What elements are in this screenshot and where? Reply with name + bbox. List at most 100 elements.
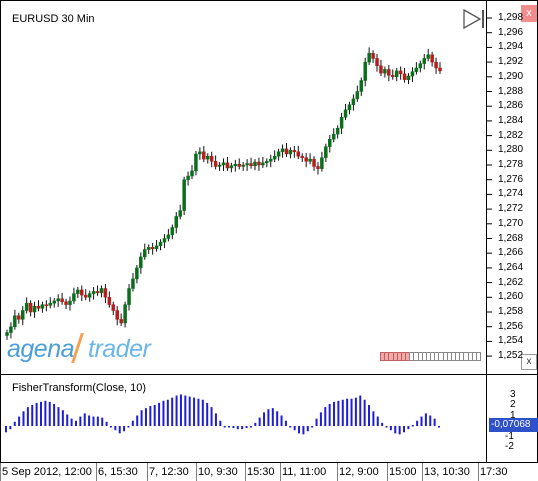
candle-body bbox=[182, 179, 186, 211]
candle-body bbox=[363, 61, 367, 81]
close-icon-top[interactable]: x bbox=[521, 5, 537, 22]
fisher-bar bbox=[368, 405, 371, 426]
fisher-bar bbox=[131, 420, 134, 426]
fisher-bar bbox=[267, 409, 270, 426]
price-label: 1,290 bbox=[498, 70, 524, 82]
candle-body bbox=[20, 310, 25, 320]
fisher-bar bbox=[284, 420, 287, 426]
time-label: 7, 12:30 bbox=[149, 466, 189, 478]
candle-body bbox=[253, 161, 257, 166]
candle-body bbox=[233, 164, 238, 166]
time-separator bbox=[337, 463, 338, 481]
candle-body bbox=[296, 151, 301, 157]
candle-body bbox=[174, 216, 179, 228]
fisher-bar bbox=[346, 398, 349, 426]
fisher-bar bbox=[118, 426, 121, 434]
fisher-bar bbox=[70, 418, 73, 426]
time-axis[interactable] bbox=[0, 462, 538, 481]
fisher-bar bbox=[153, 405, 156, 426]
fisher-bar bbox=[197, 398, 200, 426]
time-separator bbox=[96, 463, 97, 481]
candle-body bbox=[194, 153, 198, 172]
candle-body bbox=[331, 133, 336, 140]
fisher-bar bbox=[354, 397, 357, 426]
fisher-bar bbox=[420, 416, 423, 426]
fisher-bar bbox=[206, 402, 209, 426]
fisher-bar bbox=[92, 416, 95, 426]
fisher-bar bbox=[298, 426, 301, 434]
candle-body bbox=[111, 304, 116, 311]
candle-body bbox=[426, 54, 430, 59]
fisher-bar bbox=[105, 421, 108, 426]
candle-body bbox=[95, 291, 100, 294]
indicator-label: 3 bbox=[510, 388, 516, 400]
price-label: 1,288 bbox=[498, 85, 524, 97]
fisher-bar bbox=[223, 426, 226, 428]
candle-body bbox=[60, 298, 64, 302]
fisher-bar bbox=[416, 420, 419, 426]
candle-body bbox=[24, 302, 29, 311]
fisher-bar bbox=[302, 426, 305, 435]
fisher-bar bbox=[276, 411, 279, 426]
fisher-bar bbox=[9, 426, 12, 430]
candle-body bbox=[99, 288, 104, 294]
candle-body bbox=[430, 54, 434, 63]
fisher-bar bbox=[162, 400, 165, 426]
price-label: 1,276 bbox=[498, 173, 524, 185]
fisher-bar bbox=[280, 415, 283, 426]
candle-body bbox=[202, 151, 206, 160]
fisher-bar bbox=[398, 426, 401, 435]
fisher-bar bbox=[22, 411, 25, 426]
candle-body bbox=[123, 304, 127, 324]
fisher-bar bbox=[140, 410, 143, 426]
candle-body bbox=[249, 163, 253, 166]
indicator-label: 2 bbox=[510, 399, 516, 410]
chart-scroll-position[interactable] bbox=[380, 352, 482, 361]
fisher-bar bbox=[109, 426, 112, 428]
time-label: 12, 9:00 bbox=[339, 466, 379, 478]
candle-body bbox=[209, 155, 214, 162]
play-triangle-icon[interactable] bbox=[463, 8, 485, 32]
fisher-bar bbox=[179, 394, 182, 426]
fisher-bar bbox=[411, 424, 414, 427]
candle-body bbox=[5, 332, 9, 336]
candle-body bbox=[80, 289, 84, 296]
candle-body bbox=[261, 162, 265, 166]
candle-body bbox=[379, 65, 383, 74]
fisher-bar bbox=[306, 426, 309, 432]
time-label: 15:00 bbox=[389, 466, 417, 478]
candle-body bbox=[402, 73, 407, 80]
fisher-bar bbox=[158, 402, 161, 426]
fisher-bar bbox=[433, 418, 436, 426]
fisher-bar bbox=[249, 426, 252, 428]
time-label: 13, 10:30 bbox=[424, 466, 470, 478]
fisher-bar bbox=[381, 422, 384, 426]
candle-body bbox=[154, 245, 159, 250]
candle-body bbox=[328, 139, 332, 147]
candle-body bbox=[83, 294, 88, 298]
symbol-title: EURUSD 30 Min bbox=[12, 13, 95, 25]
fisher-bar bbox=[293, 426, 296, 431]
fisher-bar bbox=[201, 399, 204, 426]
candle-body bbox=[434, 61, 438, 69]
price-label: 1,260 bbox=[498, 291, 524, 303]
fisher-bar bbox=[44, 400, 47, 426]
fisher-bar bbox=[394, 426, 397, 434]
candle-body bbox=[221, 162, 226, 166]
candle-body bbox=[422, 58, 427, 64]
fisher-bar bbox=[236, 426, 239, 430]
price-label: 1,272 bbox=[498, 203, 524, 215]
fisher-bar bbox=[363, 399, 366, 426]
time-separator bbox=[387, 463, 388, 481]
price-label: 1,284 bbox=[498, 114, 524, 126]
candle-body bbox=[119, 319, 123, 324]
candle-body bbox=[166, 234, 171, 239]
candle-body bbox=[280, 148, 285, 153]
close-icon-bottom[interactable]: x bbox=[521, 354, 537, 370]
fisher-bar bbox=[315, 418, 318, 426]
fisher-bar bbox=[13, 421, 16, 426]
candle-body bbox=[87, 293, 92, 298]
price-label: 1,298 bbox=[498, 12, 524, 23]
fisher-bar bbox=[232, 426, 235, 429]
